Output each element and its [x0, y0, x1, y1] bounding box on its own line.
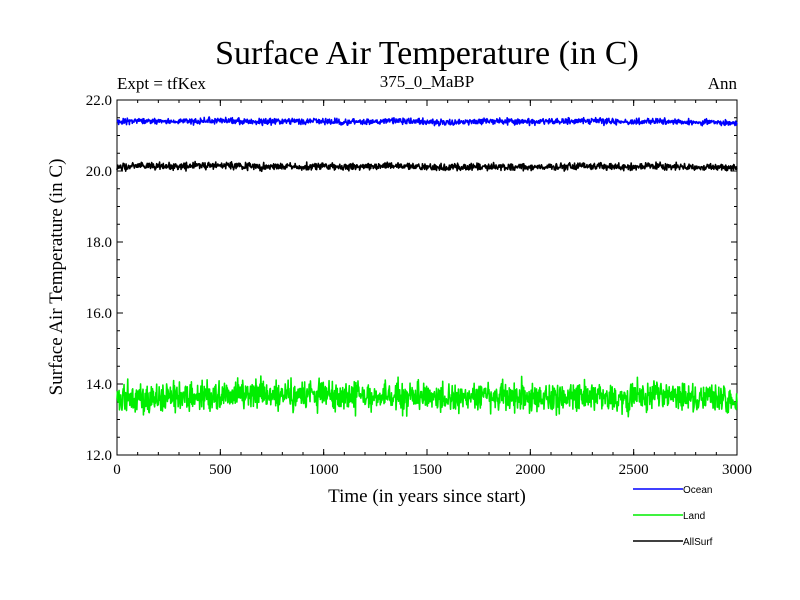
x-tick-label: 2500 [619, 462, 649, 478]
y-axis-label: Surface Air Temperature (in C) [46, 159, 67, 396]
period-label: Ann [708, 74, 738, 93]
legend-label-ocean: Ocean [683, 485, 712, 496]
x-axis: 0 500 1000 1500 2000 2500 3000 [113, 100, 752, 478]
chart-subtitle: 375_0_MaBP [380, 72, 474, 91]
series-layer [116, 116, 738, 418]
legend-label-allsurf: AllSurf [683, 537, 713, 548]
experiment-label: Expt = tfKex [117, 74, 206, 93]
x-tick-label: 2000 [515, 462, 545, 478]
y-tick-label: 14.0 [86, 377, 112, 393]
y-tick-label: 18.0 [86, 235, 112, 251]
x-axis-label: Time (in years since start) [328, 486, 526, 507]
y-tick-label: 22.0 [86, 93, 112, 109]
legend-label-land: Land [683, 511, 705, 522]
x-tick-label: 1500 [412, 462, 442, 478]
series-line-allsurf [116, 160, 738, 173]
y-axis: 12.0 14.0 16.0 18.0 20.0 22.0 [86, 93, 737, 464]
legend: Ocean Land AllSurf [633, 485, 713, 548]
x-tick-label: 500 [209, 462, 232, 478]
series-line-ocean [116, 116, 738, 127]
y-tick-label: 12.0 [86, 448, 112, 464]
series-line-land [116, 375, 738, 418]
x-tick-label: 3000 [722, 462, 752, 478]
x-tick-label: 0 [113, 462, 121, 478]
y-tick-label: 20.0 [86, 164, 112, 180]
x-tick-label: 1000 [309, 462, 339, 478]
chart-title: Surface Air Temperature (in C) [215, 35, 639, 72]
y-tick-label: 16.0 [86, 306, 112, 322]
